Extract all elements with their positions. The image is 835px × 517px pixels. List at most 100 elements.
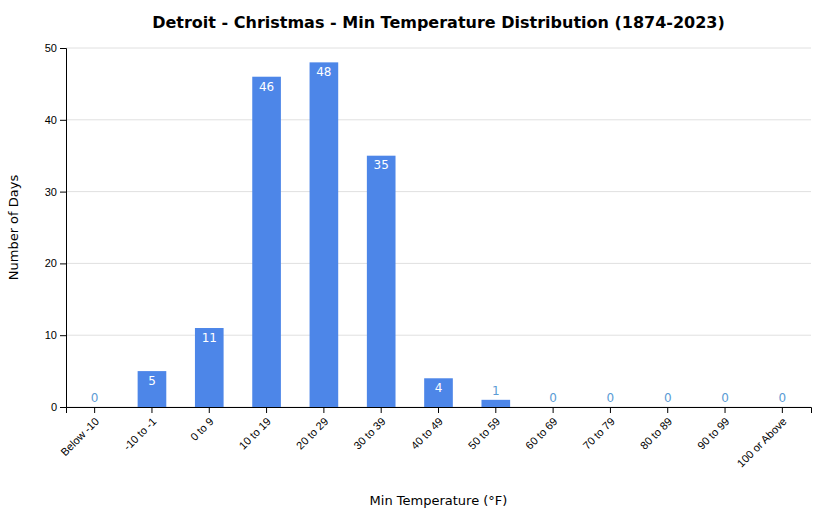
y-axis-title: Number of Days: [6, 175, 21, 281]
tick-mark: [438, 407, 439, 413]
title: Detroit - Christmas - Min Temperature Di…: [152, 13, 725, 32]
tick-mark: [60, 120, 66, 121]
data-label: 0: [607, 391, 615, 405]
data-label: 11: [202, 331, 217, 345]
tick-mark: [553, 407, 554, 413]
tick: 0 to 9: [188, 407, 216, 443]
y-axis: 0 10 20 30 40 50: [45, 42, 67, 413]
bar: [768, 407, 797, 408]
tick: 40: [45, 114, 66, 126]
tick-label: 100 or Above: [735, 415, 789, 469]
tick-mark: [266, 407, 267, 413]
tick-mark: [725, 407, 726, 413]
tick-label: Below -10: [58, 415, 101, 458]
grid-line: [66, 335, 811, 336]
tick: 70 to 79: [580, 407, 617, 452]
tick: 80 to 89: [638, 407, 675, 452]
bar: [596, 407, 625, 408]
data-label: 0: [721, 391, 729, 405]
tick: 90 to 99: [695, 407, 732, 452]
tick-label: 40: [45, 114, 57, 126]
axis-domain: [67, 408, 812, 414]
tick: 50 to 59: [466, 407, 503, 452]
tick: 10: [45, 329, 66, 341]
data-label: 0: [779, 391, 787, 405]
x-axis-title: Min Temperature (°F): [370, 493, 508, 508]
tick: 40 to 49: [408, 407, 445, 452]
tick: 20: [45, 257, 66, 269]
tick-mark: [209, 407, 210, 413]
bar: [424, 378, 453, 407]
data-label: 5: [148, 374, 156, 388]
tick: 30 to 39: [351, 407, 388, 452]
tick-label: -10 to -1: [121, 415, 158, 452]
tick-label: 70 to 79: [580, 415, 617, 452]
tick-mark: [60, 335, 66, 336]
axis-domain: [60, 49, 67, 408]
tick: 50: [45, 42, 66, 54]
tick: Below -10: [58, 407, 101, 458]
tick-label: 0: [51, 401, 57, 413]
tick-label: 20 to 29: [294, 415, 331, 452]
grid: [66, 48, 811, 407]
tick-label: 80 to 89: [638, 415, 675, 452]
tick-label: 20: [45, 257, 57, 269]
tick: 0: [51, 401, 66, 413]
tick-mark: [151, 407, 152, 413]
tick-label: 30 to 39: [351, 415, 388, 452]
tick-label: 30: [45, 186, 57, 198]
data-labels: 0 5 11 46 48 35 4 1 0 0 0 0 0: [91, 65, 786, 405]
tick-mark: [495, 407, 496, 413]
data-label: 0: [549, 391, 557, 405]
data-label: 4: [435, 381, 443, 395]
tick: 30: [45, 186, 66, 198]
bar: [138, 371, 167, 407]
tick-mark: [60, 407, 66, 408]
tick-label: 60 to 69: [523, 415, 560, 452]
tick-mark: [667, 407, 668, 413]
bars: [138, 62, 511, 407]
tick-mark: [60, 263, 66, 264]
tick: -10 to -1: [121, 407, 158, 452]
data-label: 0: [91, 391, 99, 405]
bar: [195, 328, 224, 407]
tick-label: 50 to 59: [466, 415, 503, 452]
tick: 100 or Above: [735, 407, 789, 469]
grid-line: [66, 263, 811, 264]
tick-label: 0 to 9: [188, 415, 216, 443]
bar: [252, 77, 281, 407]
bar: [367, 156, 396, 407]
data-label: 46: [259, 80, 274, 94]
tick: 20 to 29: [294, 407, 331, 452]
grid-line: [66, 48, 811, 49]
tick-label: 50: [45, 42, 57, 54]
tick-mark: [94, 407, 95, 413]
bar: [80, 407, 109, 408]
data-label: 48: [316, 65, 331, 79]
tick-mark: [782, 407, 783, 413]
tick: 10 to 19: [236, 407, 273, 452]
tick-mark: [323, 407, 324, 413]
bar: [711, 407, 740, 408]
data-label: 35: [374, 158, 389, 172]
tick-mark: [60, 48, 66, 49]
data-label: 1: [492, 384, 500, 398]
tick-mark: [610, 407, 611, 413]
bar: [481, 400, 510, 407]
bar: [653, 407, 682, 408]
data-label: 0: [664, 391, 672, 405]
tick-label: 10 to 19: [236, 415, 273, 452]
bar: [310, 62, 339, 407]
tick-label: 10: [45, 329, 57, 341]
x-axis: Below -10 -10 to -1 0 to 9 10 to 19 20 to 29…: [58, 407, 811, 469]
plot-area: 01020304050Below -10-10 to -10 to 910 to…: [45, 42, 812, 469]
tick-mark: [60, 192, 66, 193]
tick: 60 to 69: [523, 407, 560, 452]
bar: [539, 407, 568, 408]
chart: 01020304050Below -10-10 to -10 to 910 to…: [0, 0, 835, 517]
grid-line: [66, 191, 811, 192]
grid-line: [66, 119, 811, 120]
tick-mark: [381, 407, 382, 413]
tick-label: 40 to 49: [408, 415, 445, 452]
tick-label: 90 to 99: [695, 415, 732, 452]
